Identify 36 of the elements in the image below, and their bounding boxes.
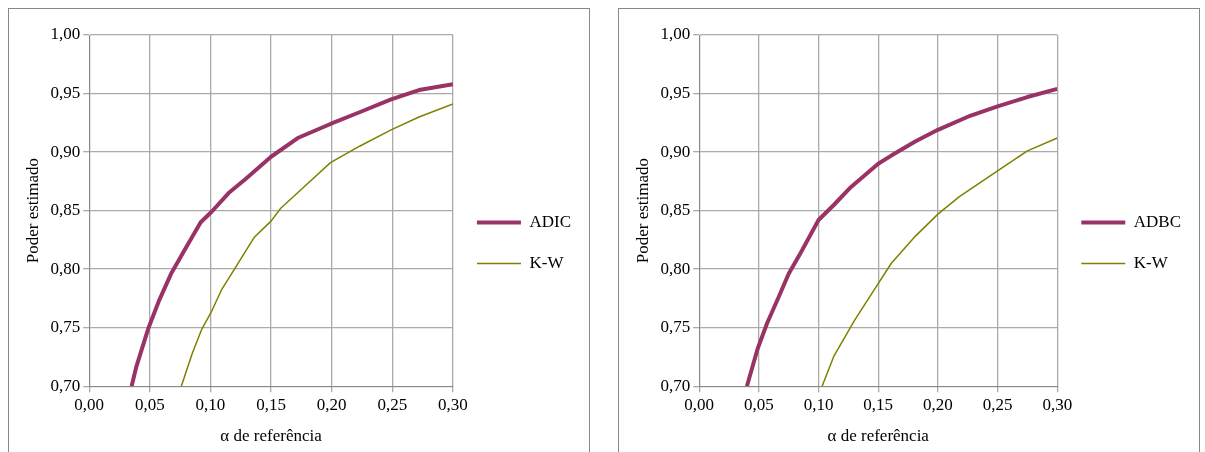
y-tick-label: 1,00: [50, 24, 81, 44]
y-tick-label: 0,85: [50, 200, 81, 220]
x-tick-label: 0,05: [743, 394, 774, 414]
y-tick-label: 0,75: [660, 317, 691, 337]
y-tick-label: 0,90: [660, 141, 691, 161]
x-tick-label: 0,05: [134, 394, 165, 414]
legend-label: ADBC: [1133, 211, 1181, 231]
x-tick-label: 0,30: [1042, 394, 1073, 414]
x-tick-label: 0,15: [863, 394, 894, 414]
x-tick-label: 0,00: [74, 394, 105, 414]
x-axis-title: α de referência: [220, 426, 323, 446]
legend-label: ADIC: [529, 211, 572, 231]
y-axis-title: Poder estimado: [632, 157, 652, 264]
x-tick-label: 0,30: [438, 394, 468, 414]
x-tick-label: 0,20: [923, 394, 953, 414]
y-tick-label: 0,95: [50, 83, 81, 102]
y-tick-label: 0,85: [660, 200, 691, 220]
y-tick-label: 0,80: [660, 258, 691, 278]
x-tick-label: 0,10: [195, 394, 226, 414]
y-tick-label: 0,70: [50, 375, 81, 395]
y-tick-label: 0,95: [660, 83, 691, 102]
legend-label: K-W: [1133, 252, 1169, 272]
legend-label: K-W: [529, 252, 565, 272]
y-tick-label: 0,70: [660, 375, 691, 395]
y-tick-label: 1,00: [660, 24, 691, 44]
x-tick-label: 0,10: [803, 394, 834, 414]
x-tick-label: 0,25: [377, 394, 408, 414]
x-axis-title: α de referência: [827, 426, 930, 446]
y-tick-label: 0,75: [50, 317, 81, 337]
y-tick-label: 0,80: [50, 258, 81, 278]
x-tick-label: 0,15: [256, 394, 286, 414]
x-tick-label: 0,20: [316, 394, 347, 414]
x-tick-label: 0,00: [684, 394, 715, 414]
x-tick-label: 0,25: [982, 394, 1013, 414]
y-tick-label: 0,90: [50, 141, 81, 161]
y-axis-title: Poder estimado: [22, 157, 42, 264]
